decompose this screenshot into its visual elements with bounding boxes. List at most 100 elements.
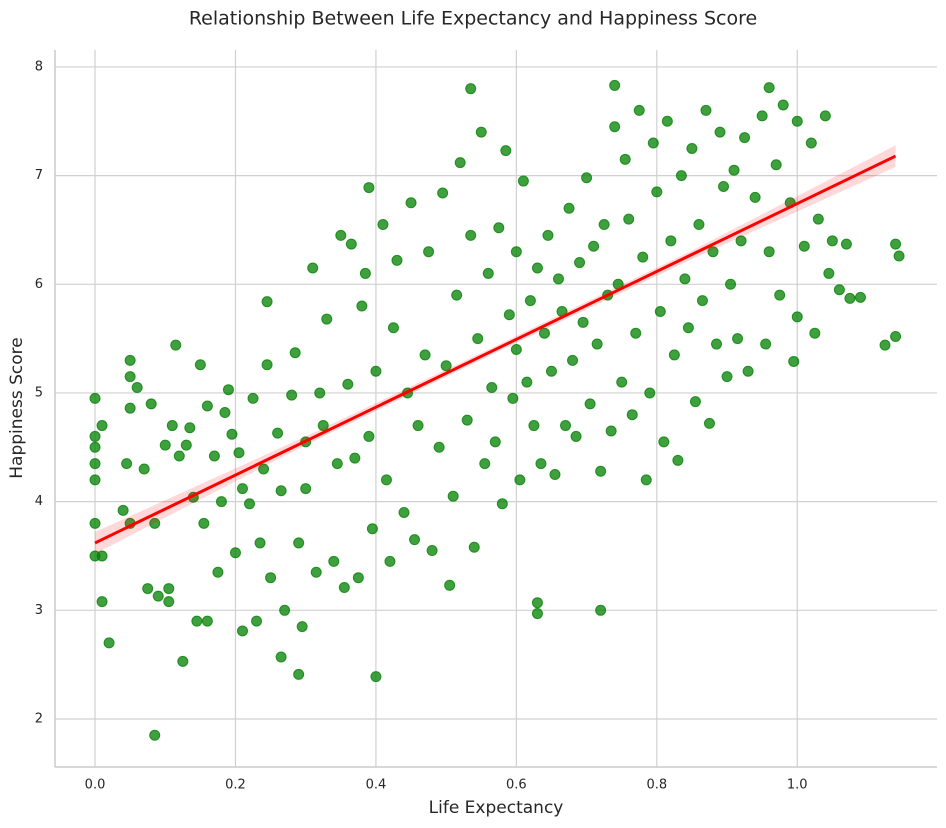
scatter-point	[591, 338, 603, 350]
scatter-point	[728, 164, 740, 176]
scatter-point	[363, 430, 375, 442]
scatter-point	[184, 422, 196, 434]
scatter-point	[809, 327, 821, 339]
scatter-point	[261, 296, 273, 308]
y-tick-label: 4	[35, 494, 43, 509]
scatter-point	[208, 450, 220, 462]
scatter-point	[215, 496, 227, 508]
scatter-point	[310, 566, 322, 578]
scatter-point	[272, 427, 284, 439]
scatter-point	[380, 474, 392, 486]
scatter-point	[300, 483, 312, 495]
scatter-point	[117, 504, 129, 516]
scatter-point	[286, 389, 298, 401]
scatter-point	[314, 387, 326, 399]
scatter-point	[521, 376, 533, 388]
scatter-point	[500, 145, 512, 157]
scatter-point	[700, 104, 712, 116]
scatter-point	[423, 246, 435, 258]
scatter-point	[774, 289, 786, 301]
scatter-point	[531, 262, 543, 274]
scatter-point	[647, 137, 659, 149]
scatter-point	[177, 655, 189, 667]
scatter-point	[823, 267, 835, 279]
scatter-point	[296, 621, 308, 633]
scatter-point	[689, 396, 701, 408]
scatter-point	[763, 82, 775, 94]
scatter-point	[335, 229, 347, 241]
scatter-point	[265, 572, 277, 584]
scatter-point	[630, 327, 642, 339]
scatter-point	[447, 490, 459, 502]
scatter-point	[173, 450, 185, 462]
chart-title: Relationship Between Life Expectancy and…	[189, 8, 757, 30]
scatter-point	[626, 409, 638, 421]
scatter-point	[507, 392, 519, 404]
scatter-point	[461, 414, 473, 426]
scatter-point	[142, 583, 154, 595]
scatter-point	[812, 213, 824, 225]
scatter-point	[261, 359, 273, 371]
scatter-point	[595, 465, 607, 477]
scatter-point	[454, 157, 466, 169]
scatter-point	[654, 305, 666, 317]
scatter-point	[879, 339, 891, 351]
scatter-point	[763, 246, 775, 258]
scatter-point	[893, 250, 905, 262]
scatter-point	[549, 468, 561, 480]
scatter-point	[696, 295, 708, 307]
scatter-point	[293, 537, 305, 549]
scatter-point	[542, 229, 554, 241]
scatter-point	[833, 284, 845, 296]
scatter-point	[89, 392, 101, 404]
scatter-point	[749, 191, 761, 203]
y-axis-label: Happiness Score	[7, 337, 27, 478]
scatter-point	[756, 110, 768, 122]
scatter-point	[510, 246, 522, 258]
scatter-point	[251, 615, 263, 627]
scatter-point	[363, 182, 375, 194]
scatter-point	[584, 398, 596, 410]
scatter-point	[124, 371, 136, 383]
scatter-point	[219, 407, 231, 419]
x-tick-label: 0.8	[646, 778, 667, 793]
scatter-point	[307, 262, 319, 274]
scatter-point	[149, 517, 161, 529]
scatter-point	[131, 382, 143, 394]
scatter-point	[226, 428, 238, 440]
scatter-point	[482, 267, 494, 279]
y-tick-label: 8	[35, 59, 43, 74]
scatter-point	[170, 339, 182, 351]
scatter-point	[658, 436, 670, 448]
scatter-point	[844, 292, 856, 304]
scatter-point	[595, 604, 607, 616]
scatter-point	[718, 180, 730, 192]
scatter-point	[89, 474, 101, 486]
scatter-point	[465, 83, 477, 95]
scatter-point	[444, 579, 456, 591]
scatter-point	[619, 153, 631, 165]
scatter-point	[760, 338, 772, 350]
scatter-point	[124, 402, 136, 414]
y-tick-label: 3	[35, 603, 43, 618]
scatter-point	[890, 330, 902, 342]
scatter-point	[321, 313, 333, 325]
scatter-point	[366, 523, 378, 535]
scatter-point	[524, 295, 536, 307]
scatter-point	[451, 289, 463, 301]
x-axis-label: Life Expectancy	[429, 798, 564, 818]
scatter-point	[163, 596, 175, 608]
scatter-point	[96, 550, 108, 562]
scatter-point	[560, 420, 572, 432]
scatter-point	[345, 238, 357, 250]
scatter-point	[479, 458, 491, 470]
scatter-point	[465, 229, 477, 241]
scatter-point	[570, 430, 582, 442]
x-tick-label: 0.4	[366, 778, 387, 793]
scatter-point	[819, 110, 831, 122]
scatter-point	[198, 517, 210, 529]
scatter-point	[293, 668, 305, 680]
scatter-point	[644, 387, 656, 399]
scatter-point	[384, 555, 396, 567]
scatter-point	[651, 186, 663, 198]
